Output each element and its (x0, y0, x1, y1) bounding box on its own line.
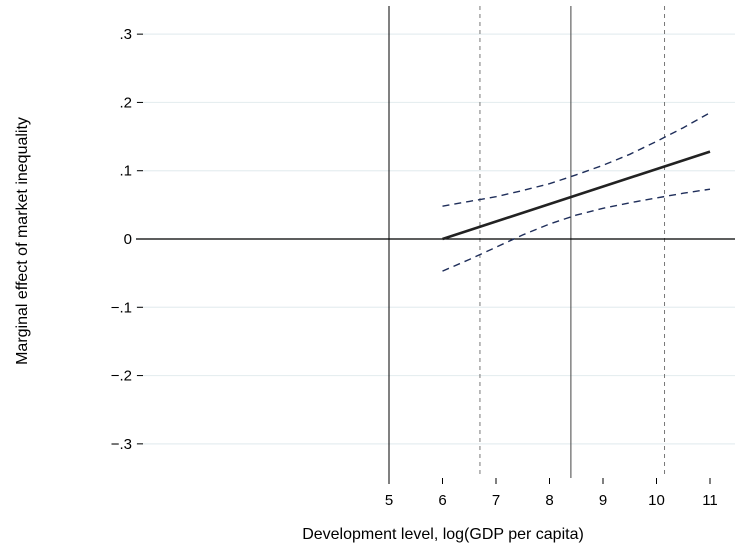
x-tick-label-0: 5 (385, 492, 393, 509)
y-tick-label-5: .2 (119, 94, 132, 111)
series-line-lower-ci (442, 188, 711, 272)
x-tick-label-4: 9 (599, 492, 607, 509)
series-line-estimate (442, 150, 711, 241)
y-tick-label-3: 0 (124, 231, 132, 248)
x-tick-label-5: 10 (648, 492, 665, 509)
series-line-upper-ci (442, 112, 711, 207)
series-layer (442, 112, 711, 272)
x-axis-title: Development level, log(GDP per capita) (302, 526, 584, 543)
y-tick-label-1: −.2 (111, 368, 132, 385)
y-axis-title: Marginal effect of market inequality (14, 117, 31, 365)
x-tick-label-6: 11 (702, 492, 718, 509)
y-tick-label-6: .3 (119, 26, 132, 43)
x-tick-label-3: 8 (545, 492, 553, 509)
y-tick-label-4: .1 (119, 163, 132, 180)
x-tick-label-2: 7 (492, 492, 500, 509)
reference-lines (136, 6, 735, 478)
y-tick-label-2: −.1 (111, 299, 132, 316)
y-tick-label-0: −.3 (111, 436, 132, 453)
axes: −.3 −.2 −.1 0 .1 .2 .3 5 6 7 8 9 10 11 (111, 26, 718, 509)
x-tick-label-1: 6 (438, 492, 446, 509)
